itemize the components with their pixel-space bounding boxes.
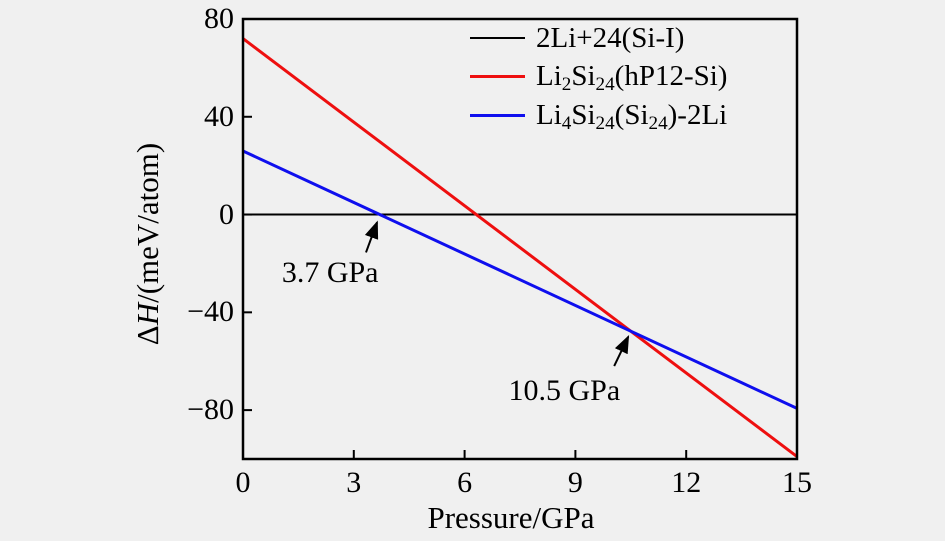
text-segment: (Si [614,98,649,131]
annotation-arrow [364,220,379,253]
annotation-label: 10.5 GPa [508,373,621,407]
legend-item: Li4Si24(Si24)-2Li [470,96,727,135]
text-segment: H [130,302,165,326]
text-segment: Δ [130,325,165,346]
x-tick-label: 12 [671,466,702,499]
text-segment: Si [571,60,596,93]
annotation-arrow [613,334,630,367]
subscript-text: 24 [595,112,615,134]
subscript-text: 24 [648,112,668,134]
text-segment: )-2Li [667,98,728,131]
legend-item-label: Li4Si24(Si24)-2Li [536,98,728,132]
text-segment: (hP12-Si) [614,60,728,93]
series-line-li4si24-si24-2li [242,149,798,410]
y-tick-label: −40 [187,295,234,329]
legend: 2Li+24(Si-I) Li2Si24(hP12-Si) Li4Si24(Si24… [470,19,727,135]
subscript-text: 24 [595,74,615,96]
legend-line-swatch [470,37,525,40]
text-segment: Si [571,98,596,131]
text-segment: Li [536,98,562,131]
x-tick-label: 15 [782,466,812,499]
legend-item: Li2Si24(hP12-Si) [470,58,727,97]
legend-item-label: Li2Si24(hP12-Si) [536,60,728,94]
text-segment: /(meV/atom) [130,142,165,303]
y-tick-label: −80 [187,393,234,427]
legend-item: 2Li+24(Si-I) [470,19,727,58]
x-tick-label: 3 [346,466,362,499]
text-segment: 2Li+24(Si-I) [536,21,685,54]
legend-item-label: 2Li+24(Si-I) [536,21,685,54]
x-tick-label: 0 [235,466,251,499]
text-segment: Li [536,60,562,93]
x-tick-label: 9 [567,466,583,499]
annotation-label: 3.7 GPa [281,256,379,290]
y-tick-label: 40 [204,99,234,133]
legend-line-swatch [470,75,525,79]
y-axis-title: ΔH/(meV/atom) [130,143,166,345]
x-axis-title: Pressure/GPa [427,500,595,535]
plot-frame [241,17,799,461]
subscript-text: 2 [561,74,572,96]
series-line-li2si24-hp12-si- [242,37,798,458]
y-tick-label: 80 [204,2,234,35]
x-tick-label: 6 [457,466,473,499]
subscript-text: 4 [561,112,572,134]
legend-line-swatch [470,113,525,117]
y-tick-label: 0 [219,197,234,231]
